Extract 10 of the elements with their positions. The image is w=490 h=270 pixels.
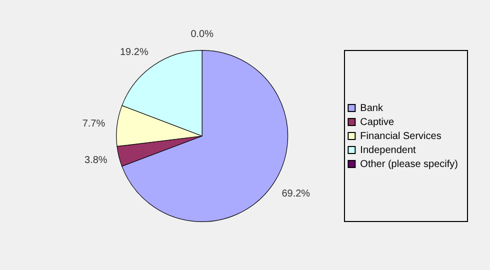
data-label: 7.7% <box>82 118 106 130</box>
data-label: 3.8% <box>84 154 108 166</box>
legend-label: Independent <box>360 144 416 156</box>
legend-label: Other (please specify) <box>360 158 458 170</box>
text: 0.0% <box>190 29 214 40</box>
legend-label: Financial Services <box>360 130 442 142</box>
data-label: 69.2% <box>282 188 310 200</box>
legend-label: Bank <box>360 102 384 114</box>
legend-label: Captive <box>360 116 395 128</box>
data-label: 19.2% <box>120 47 148 58</box>
